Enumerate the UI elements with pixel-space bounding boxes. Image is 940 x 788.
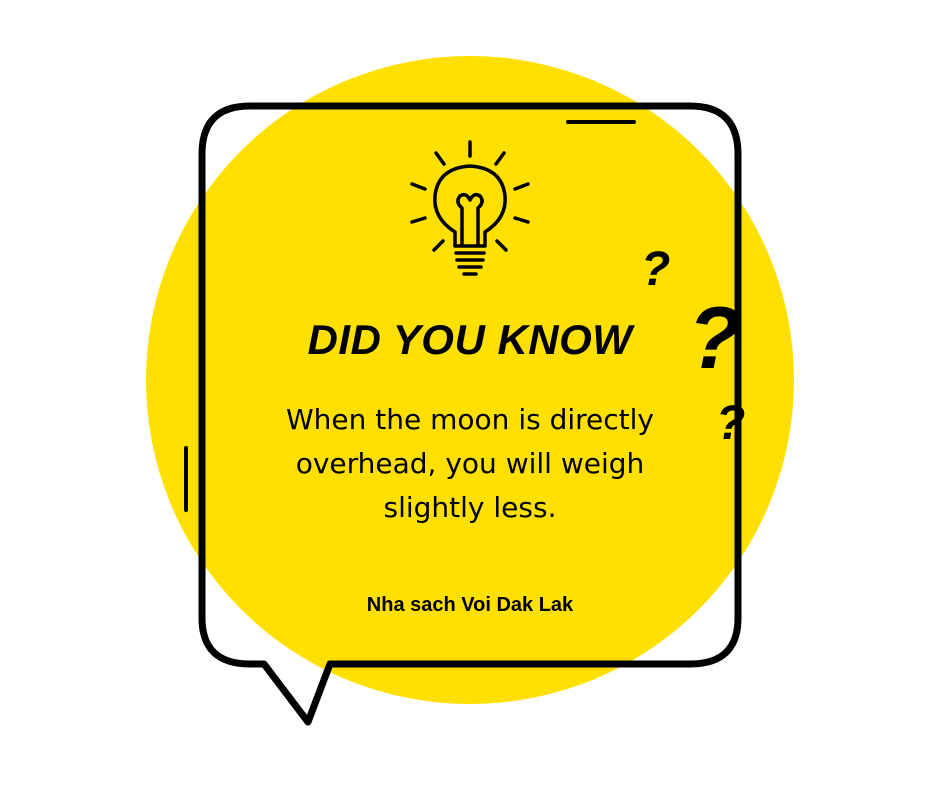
question-mark-large: ? — [688, 288, 742, 387]
fact-text: When the moon is directly overhead, you … — [285, 403, 654, 524]
question-mark-small-bottom: ? — [716, 397, 746, 450]
question-mark-small-top: ? — [641, 243, 671, 296]
credit-text: Nha sach Voi Dak Lak — [366, 594, 574, 616]
headline: DID YOU KNOW — [307, 316, 633, 363]
yellow-circle — [146, 56, 794, 704]
lightbulb-icon — [410, 140, 530, 276]
speech-bubble-outline — [198, 102, 742, 726]
